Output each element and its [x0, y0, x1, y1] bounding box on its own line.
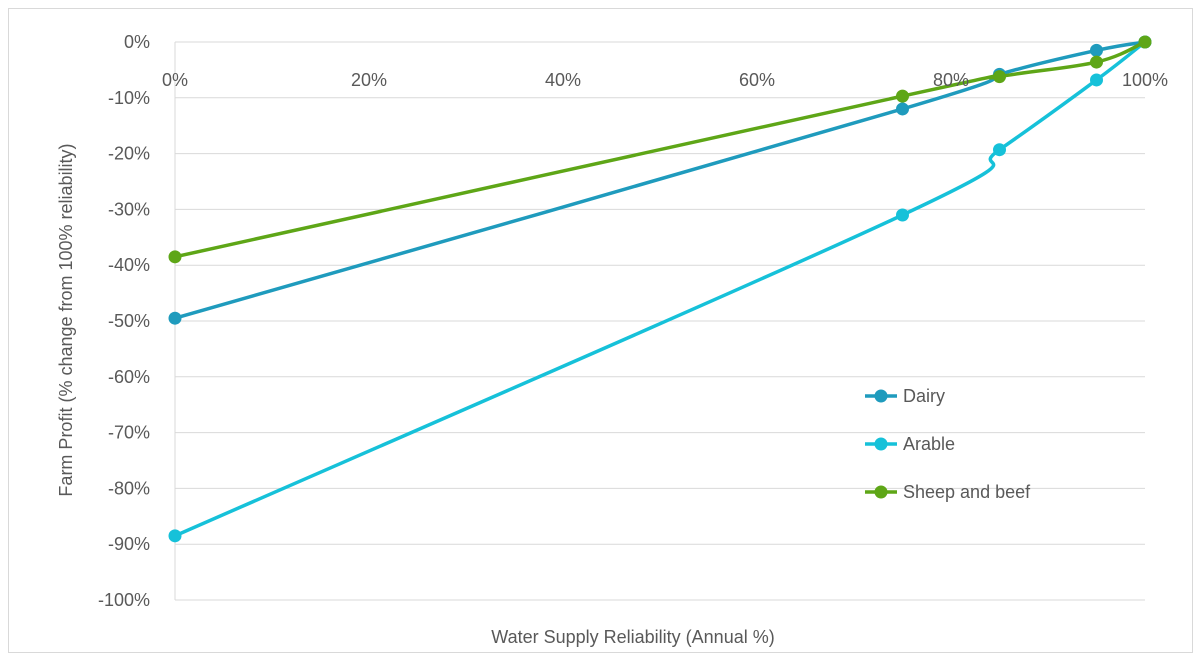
y-tick-label: -90% — [108, 534, 150, 554]
legend: Dairy Arable Sheep and beef — [865, 386, 1031, 502]
y-tick-label: 0% — [124, 32, 150, 52]
data-point — [1138, 35, 1152, 49]
legend-marker — [874, 437, 888, 451]
data-point — [896, 102, 909, 116]
legend-item: Sheep and beef — [865, 482, 1031, 502]
data-point — [993, 70, 1006, 84]
x-tick-label: 80% — [933, 70, 969, 90]
y-axis-ticks: 0% -10% -20% -30% -40% -50% -60% -70% -80% -90% -1… — [98, 32, 150, 610]
data-point — [993, 143, 1006, 157]
y-tick-label: -50% — [108, 311, 150, 331]
x-tick-label: 40% — [545, 70, 581, 90]
series-arable — [168, 35, 1152, 543]
y-axis-title: Farm Profit (% change from 100% reliabil… — [56, 143, 76, 496]
y-tick-label: -70% — [108, 423, 150, 443]
x-tick-label: 60% — [739, 70, 775, 90]
x-tick-label: 100% — [1122, 70, 1168, 90]
y-tick-label: -60% — [108, 367, 150, 387]
data-point — [168, 529, 182, 543]
grid-layer — [174, 41, 1145, 601]
data-point — [1090, 73, 1103, 87]
data-point — [168, 250, 182, 264]
data-point — [1090, 55, 1103, 69]
x-tick-label: 20% — [351, 70, 387, 90]
legend-label: Arable — [903, 434, 955, 454]
y-tick-label: -80% — [108, 478, 150, 498]
series-line — [174, 40, 1146, 320]
series-line — [174, 40, 1146, 259]
x-tick-label: 0% — [162, 70, 188, 90]
y-tick-label: -100% — [98, 590, 150, 610]
x-axis-ticks: 0% 20% 40% 60% 80% 100% — [162, 70, 1168, 90]
chart-frame — [8, 8, 1193, 653]
legend-marker — [874, 389, 888, 403]
data-point — [896, 89, 909, 103]
legend-item: Dairy — [865, 386, 945, 406]
legend-item: Arable — [865, 434, 955, 454]
legend-marker — [874, 485, 888, 499]
series-layer — [168, 35, 1152, 543]
series-line — [174, 40, 1147, 538]
y-tick-label: -40% — [108, 255, 150, 275]
x-axis-title: Water Supply Reliability (Annual %) — [491, 627, 774, 647]
legend-label: Dairy — [903, 386, 945, 406]
y-tick-label: -30% — [108, 199, 150, 219]
y-tick-label: -10% — [108, 88, 150, 108]
y-tick-label: -20% — [108, 144, 150, 164]
data-point — [168, 311, 182, 325]
data-point — [1090, 43, 1103, 57]
series-sheep-and-beef — [168, 35, 1152, 264]
legend-label: Sheep and beef — [903, 482, 1031, 502]
data-point — [896, 208, 909, 222]
